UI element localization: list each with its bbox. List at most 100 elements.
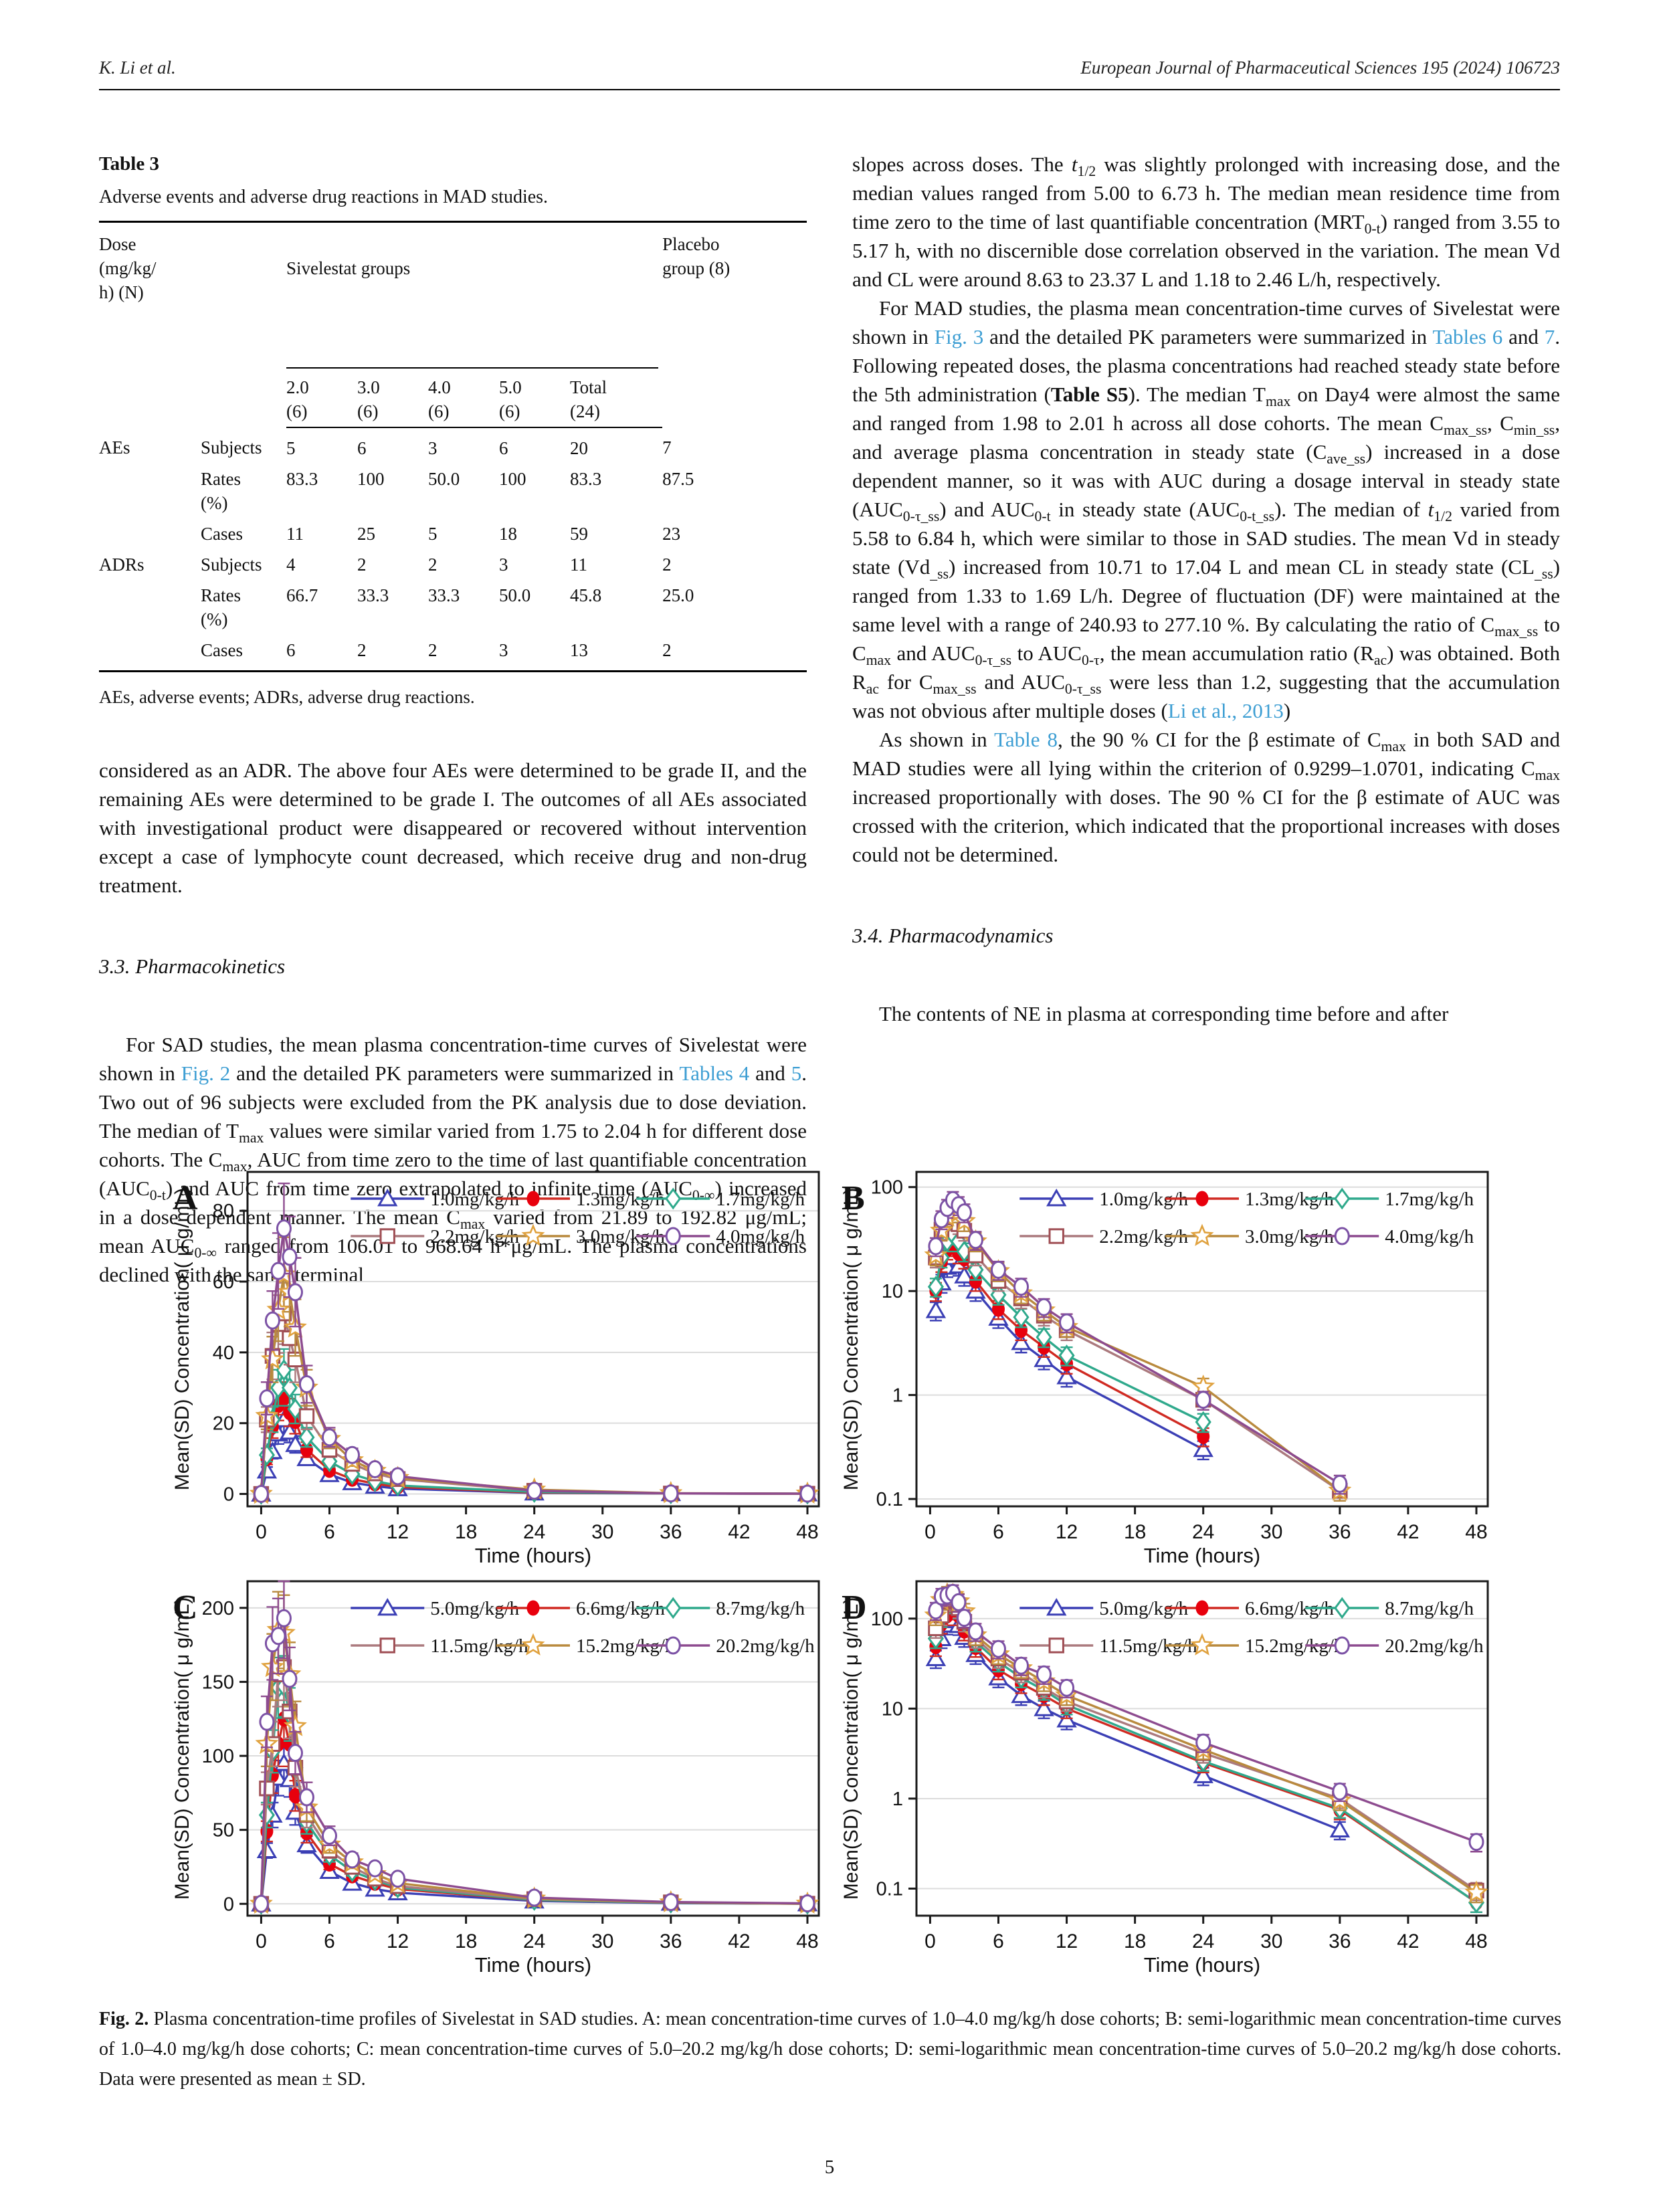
svg-text:200: 200 xyxy=(202,1598,234,1619)
paragraph: considered as an ADR. The above four AEs… xyxy=(99,759,807,897)
link-table6[interactable]: Tables 6 xyxy=(1432,325,1503,348)
table-cell: 6 xyxy=(357,438,367,458)
figure2-panel-d: 0.1 1 10 100 0 6 12 18 24 30 36 42 48 Time (hours) Mea… xyxy=(838,1575,1498,1977)
link-fig3[interactable]: Fig. 3 xyxy=(934,325,984,348)
table-3-body: AEs Subjects 5 6 3 6 20 7 Rates (%) 83.3 100 50.0 10… xyxy=(99,427,807,672)
svg-text:0: 0 xyxy=(256,1930,267,1952)
svg-text:20: 20 xyxy=(213,1413,234,1435)
table-row-metric: Rates (%) xyxy=(201,585,241,629)
link-fig2[interactable]: Fig. 2 xyxy=(181,1062,231,1085)
svg-text:30: 30 xyxy=(1260,1930,1282,1952)
svg-text:30: 30 xyxy=(591,1930,613,1952)
right-column: slopes across doses. The t1/2 was slight… xyxy=(852,140,1560,1028)
svg-text:24: 24 xyxy=(1192,1521,1214,1543)
svg-text:48: 48 xyxy=(1465,1930,1487,1952)
table-cell: 2 xyxy=(357,640,367,660)
table-row-metric: Subjects xyxy=(201,437,262,458)
header-rule xyxy=(99,89,1560,90)
table-header-dose: Dose (mg/kg/ h) (N) xyxy=(99,234,157,302)
table-row: Rates (%) 66.7 33.3 33.3 50.0 45.8 25.0 xyxy=(99,580,807,635)
svg-text:36: 36 xyxy=(660,1930,682,1952)
table-cell: 100 xyxy=(357,469,385,489)
figure2-panel-a: 0 20 40 60 80 0 6 12 18 24 30 36 42 48 Time (hours) Mea… xyxy=(169,1165,830,1568)
legend-entry: 4.0mg/kg/h xyxy=(716,1226,805,1247)
table-header-group: Sivelestat groups xyxy=(286,222,662,373)
legend-entry: 20.2mg/kg/h xyxy=(1385,1635,1484,1657)
table-cell: 33.3 xyxy=(357,585,389,605)
svg-text:Time (hours): Time (hours) xyxy=(475,1544,592,1567)
link-table7[interactable]: 7 xyxy=(1544,325,1555,348)
paragraph: slopes across doses. The t1/2 was slight… xyxy=(852,153,1560,291)
table-cell: 83.3 xyxy=(570,469,602,489)
paragraph: For SAD studies, the mean plasma concent… xyxy=(99,1033,807,1286)
paragraph: The contents of NE in plasma at correspo… xyxy=(879,1002,1449,1025)
table-row: AEs Subjects 5 6 3 6 20 7 xyxy=(99,427,807,464)
table-row-group xyxy=(99,518,201,549)
table-row-group: AEs xyxy=(99,437,130,458)
figure-caption: Fig. 2. Plasma concentration-time profil… xyxy=(99,2009,1561,2090)
table-cell: 50.0 xyxy=(499,585,531,605)
link-li-2013[interactable]: Li et al., 2013 xyxy=(1167,699,1284,722)
svg-text:6: 6 xyxy=(324,1521,335,1543)
table-row-group xyxy=(99,635,201,672)
table-row-group: ADRs xyxy=(99,555,144,575)
table-cell: 87.5 xyxy=(662,469,694,489)
table-cell: 5 xyxy=(428,524,437,544)
table-subheader: 5.0 (6) xyxy=(499,372,570,428)
svg-text:48: 48 xyxy=(796,1521,818,1543)
table-cell: 4 xyxy=(286,555,296,575)
table-row-metric: Cases xyxy=(201,524,243,544)
table-row-group xyxy=(99,580,201,635)
table-3: Table 3 Adverse events and adverse drug … xyxy=(99,150,807,712)
table-cell: 66.7 xyxy=(286,585,318,605)
table-cell: 11 xyxy=(570,555,587,575)
svg-text:42: 42 xyxy=(728,1521,750,1543)
svg-text:36: 36 xyxy=(660,1521,682,1543)
table-cell: 23 xyxy=(662,524,681,544)
svg-text:80: 80 xyxy=(213,1201,234,1222)
table-subheader: 2.0 (6) xyxy=(286,372,357,428)
link-table5[interactable]: 5 xyxy=(791,1062,802,1085)
chart-svg-panel-B: 0.1 1 10 100 0 6 12 18 24 30 36 42 48 Time (hours) Mea… xyxy=(840,1171,1489,1567)
svg-text:12: 12 xyxy=(1056,1521,1078,1543)
svg-text:100: 100 xyxy=(871,1609,903,1630)
table-cell: 2 xyxy=(662,640,672,660)
table-cell: 50.0 xyxy=(428,469,460,489)
legend-entry: 1.7mg/kg/h xyxy=(1385,1189,1474,1210)
paragraph: As shown in Table 8, the 90 % CI for the… xyxy=(852,728,1561,866)
svg-text:0: 0 xyxy=(924,1930,936,1952)
svg-text:6: 6 xyxy=(993,1521,1004,1543)
svg-text:6: 6 xyxy=(993,1930,1004,1952)
section-heading-3-3: 3.3. Pharmacokinetics xyxy=(99,954,286,978)
section-heading-3-4: 3.4. Pharmacodynamics xyxy=(852,924,1054,947)
svg-text:36: 36 xyxy=(1329,1930,1351,1952)
paragraph: For MAD studies, the plasma mean concent… xyxy=(852,296,1561,722)
svg-text:24: 24 xyxy=(523,1521,545,1543)
svg-text:Mean(SD) Concentration( μ g/mL: Mean(SD) Concentration( μ g/mL) xyxy=(840,1597,862,1900)
legend-entry: 8.7mg/kg/h xyxy=(1385,1598,1474,1619)
svg-text:18: 18 xyxy=(1124,1930,1146,1952)
svg-text:Mean(SD) Concentration( μ g/mL: Mean(SD) Concentration( μ g/mL) xyxy=(171,1188,193,1490)
svg-text:10: 10 xyxy=(882,1281,903,1302)
page-number: 5 xyxy=(824,2156,835,2178)
svg-text:1: 1 xyxy=(892,1789,903,1810)
link-table8[interactable]: Table 8 xyxy=(994,728,1058,751)
legend-entry: 4.0mg/kg/h xyxy=(1385,1226,1474,1247)
table-cell: 11 xyxy=(286,524,304,544)
table-cell: 20 xyxy=(570,438,588,458)
table-row: Cases 6 2 2 3 13 2 xyxy=(99,635,807,672)
svg-text:48: 48 xyxy=(796,1930,818,1952)
svg-text:50: 50 xyxy=(213,1820,234,1841)
table-subheader: 3.0 (6) xyxy=(357,372,428,428)
link-table4[interactable]: Tables 4 xyxy=(679,1062,750,1085)
svg-text:12: 12 xyxy=(387,1930,409,1952)
table-cell: 59 xyxy=(570,524,588,544)
legend-entry: 8.7mg/kg/h xyxy=(716,1598,805,1619)
table-cell: 13 xyxy=(570,640,588,660)
table-cell: 6 xyxy=(499,438,508,458)
table-cell: 33.3 xyxy=(428,585,460,605)
svg-text:1: 1 xyxy=(892,1385,903,1407)
table-cell: 25.0 xyxy=(662,585,694,605)
svg-text:30: 30 xyxy=(591,1521,613,1543)
table-row: ADRs Subjects 4 2 2 3 11 2 xyxy=(99,549,807,580)
